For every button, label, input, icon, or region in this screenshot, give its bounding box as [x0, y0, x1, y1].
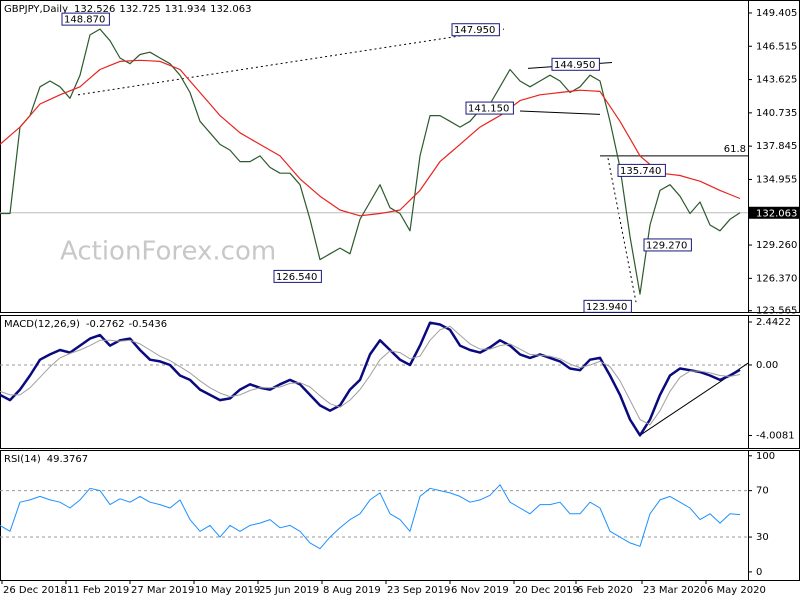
annotation-box — [583, 299, 632, 313]
annotation-label: 126.540 — [276, 272, 317, 283]
annotation-label: 144.950 — [554, 60, 595, 71]
ohlc-value: 132.725 — [119, 4, 160, 15]
annotation-label: 135.740 — [620, 166, 661, 177]
price-tag-label: 132.063 — [756, 208, 797, 219]
y-tick-label: 30 — [756, 532, 769, 543]
panel-title: RSI(14) — [4, 454, 41, 465]
annotation-box — [61, 12, 110, 26]
annotation-box — [643, 238, 692, 252]
panel-header: MACD(12,26,9) -0.2762 -0.5436 — [4, 319, 167, 330]
annotation-label: 123.940 — [586, 302, 627, 313]
annotation-box — [465, 101, 514, 115]
y-tick-label: -4.0081 — [756, 430, 795, 441]
y-tick-label: 0 — [756, 567, 762, 578]
annotation-label: 148.870 — [64, 15, 105, 26]
indicator-value: 49.3767 — [47, 454, 88, 465]
x-tick-label: 20 Dec 2019 — [515, 585, 579, 596]
y-tick-label: 134.955 — [756, 174, 797, 185]
y-tick-label: 2.4422 — [756, 317, 791, 328]
annotation-label: 129.270 — [646, 240, 687, 251]
trend-line — [77, 28, 505, 96]
series-line — [0, 59, 741, 217]
panel-title: GBPJPY,Daily — [4, 4, 68, 15]
x-tick-label: 10 May 2019 — [195, 585, 260, 596]
indicator-value: -0.5436 — [129, 319, 168, 330]
annotation-label: 147.950 — [454, 25, 495, 36]
y-tick-label: 137.845 — [756, 141, 797, 152]
y-tick-label: 140.735 — [756, 108, 797, 119]
x-tick-label: 6 Nov 2019 — [451, 585, 509, 596]
x-tick-label: 6 Feb 2020 — [577, 585, 633, 596]
x-tick-label: 27 Mar 2019 — [131, 585, 194, 596]
y-tick-label: 0.00 — [756, 360, 778, 371]
y-tick-label: 143.625 — [756, 75, 797, 86]
x-tick-label: 11 Feb 2019 — [67, 585, 129, 596]
fibo-label: 61.8 — [724, 144, 746, 155]
y-tick-label: 146.515 — [756, 41, 797, 52]
series-line — [0, 325, 741, 426]
watermark: ActionForex.com — [60, 237, 276, 267]
y-tick-label: 123.565 — [756, 306, 797, 317]
y-tick-label: 129.260 — [756, 240, 797, 251]
annotation-label: 141.150 — [468, 104, 509, 115]
x-tick-label: 25 Jun 2019 — [259, 585, 319, 596]
y-tick-label: 70 — [756, 486, 769, 497]
annotation-box — [451, 23, 500, 37]
series-line — [0, 28, 741, 295]
annotation-box — [617, 163, 666, 177]
x-tick-label: 8 Aug 2019 — [323, 585, 381, 596]
y-tick-label: 149.405 — [756, 8, 797, 19]
y-tick-label: 126.370 — [756, 273, 797, 284]
x-tick-label: 23 Mar 2020 — [643, 585, 706, 596]
trend-line — [519, 110, 601, 115]
series-line — [0, 484, 741, 550]
ohlc-value: 132.526 — [74, 4, 115, 15]
panel-header: RSI(14) 49.3767 — [4, 454, 88, 465]
ohlc-value: 131.934 — [165, 4, 206, 15]
annotation-box — [273, 269, 322, 283]
indicator-value: -0.2762 — [86, 319, 125, 330]
series-line — [0, 321, 741, 437]
price-tag — [749, 206, 800, 219]
x-tick-label: 26 Dec 2018 — [3, 585, 67, 596]
ohlc-value: 132.063 — [210, 4, 251, 15]
y-tick-label: 100 — [756, 451, 775, 462]
x-tick-label: 6 May 2020 — [707, 585, 766, 596]
x-tick-label: 23 Sep 2019 — [387, 585, 450, 596]
annotation-box — [551, 57, 600, 71]
panel-title: MACD(12,26,9) — [4, 319, 80, 330]
panel-header: GBPJPY,Daily 132.526 132.725 131.934 132.063 — [4, 4, 251, 15]
